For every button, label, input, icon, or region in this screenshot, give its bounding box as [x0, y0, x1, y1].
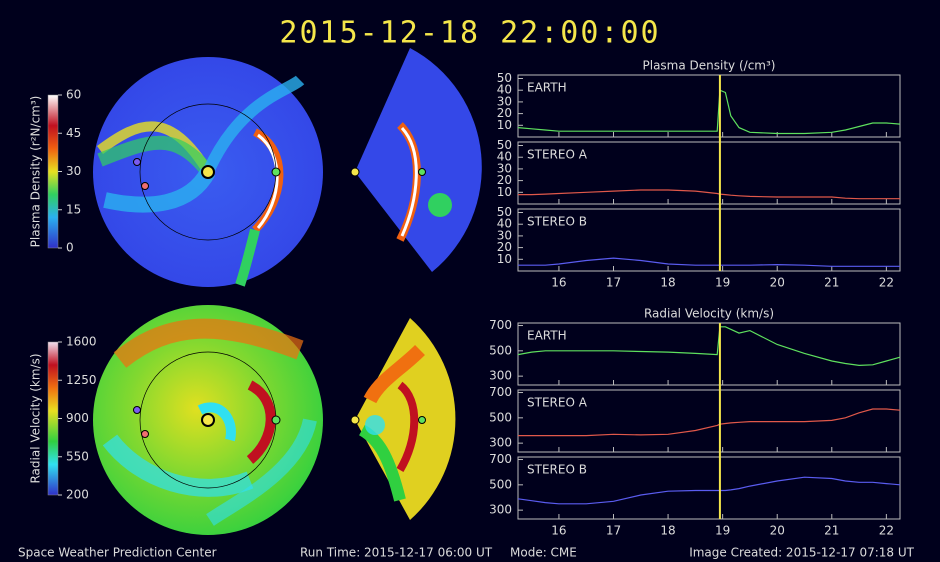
- y-tick-label: 700: [489, 318, 512, 332]
- series-name: STEREO B: [527, 215, 587, 229]
- y-tick-label: 10: [497, 118, 512, 132]
- y-tick-label: 50: [497, 205, 512, 219]
- y-tick-label: 10: [497, 185, 512, 199]
- y-tick-label: 50: [497, 71, 512, 85]
- y-tick-label: 50: [497, 138, 512, 152]
- y-tick-label: 30: [497, 94, 512, 108]
- x-tick-label: 21: [824, 276, 839, 290]
- y-tick-label: 30: [497, 228, 512, 242]
- colorbar-label: Radial Velocity (km/s): [29, 353, 43, 483]
- panel: [517, 208, 901, 272]
- series-name: EARTH: [527, 329, 567, 343]
- x-tick-label: 16: [551, 276, 566, 290]
- x-tick-label: 17: [606, 276, 621, 290]
- series-name: STEREO B: [527, 463, 587, 477]
- y-tick-label: 40: [497, 83, 512, 97]
- x-tick-label: 21: [824, 524, 839, 538]
- density-map: [93, 57, 323, 287]
- y-tick-label: 500: [489, 477, 512, 491]
- footer-mode: Mode: CME: [510, 546, 577, 560]
- colorbar-tick-label: 900: [66, 411, 89, 425]
- colorbar-label: Plasma Density (r²N/cm³): [29, 96, 43, 248]
- colorbar: [47, 341, 59, 496]
- colorbar-tick-label: 1250: [66, 373, 97, 387]
- colorbar-tick-label: 60: [66, 88, 81, 102]
- title: 2015-12-18 22:00:00: [279, 16, 660, 51]
- series-line: [517, 326, 901, 367]
- colorbar: [47, 94, 59, 249]
- y-tick-label: 700: [489, 452, 512, 466]
- series-line: [518, 257, 900, 267]
- chart-title: Plasma Density (/cm³): [643, 59, 776, 73]
- colorbar-tick-label: 30: [66, 164, 81, 178]
- panel: [517, 141, 901, 205]
- panel: [517, 389, 901, 453]
- x-tick-label: 20: [770, 276, 785, 290]
- x-tick-label: 16: [551, 524, 566, 538]
- y-tick-label: 20: [497, 240, 512, 254]
- x-tick-label: 19: [715, 276, 730, 290]
- series-line: [518, 189, 900, 200]
- x-tick-label: 22: [879, 276, 894, 290]
- footer-org: Space Weather Prediction Center: [18, 546, 217, 560]
- x-tick-label: 19: [715, 524, 730, 538]
- panel: [517, 456, 901, 520]
- x-tick-label: 18: [660, 276, 675, 290]
- colorbar-tick-label: 550: [66, 449, 89, 463]
- colorbar-tick-label: 15: [66, 202, 81, 216]
- footer-run-time: Run Time: 2015-12-17 06:00 UT: [300, 546, 493, 560]
- colorbar-tick-label: 200: [66, 488, 89, 502]
- series-name: STEREO A: [527, 396, 588, 410]
- series-name: EARTH: [527, 81, 567, 95]
- y-tick-label: 10: [497, 252, 512, 266]
- y-tick-label: 30: [497, 161, 512, 175]
- panel: [517, 74, 901, 138]
- x-tick-label: 17: [606, 524, 621, 538]
- y-tick-label: 20: [497, 106, 512, 120]
- y-tick-label: 300: [489, 369, 512, 383]
- x-tick-label: 22: [879, 524, 894, 538]
- y-tick-label: 500: [489, 410, 512, 424]
- y-tick-label: 700: [489, 385, 512, 399]
- colorbar-tick-label: 45: [66, 126, 81, 140]
- colorbar-tick-label: 1600: [66, 335, 97, 349]
- y-tick-label: 20: [497, 173, 512, 187]
- y-tick-label: 40: [497, 150, 512, 164]
- y-tick-label: 300: [489, 436, 512, 450]
- footer-created: Image Created: 2015-12-17 07:18 UT: [689, 546, 914, 560]
- x-tick-label: 20: [770, 524, 785, 538]
- series-line: [518, 408, 901, 437]
- series-line: [517, 89, 901, 135]
- velocity-wedge: [350, 318, 456, 520]
- velocity-map: [93, 305, 323, 535]
- y-tick-label: 300: [489, 503, 512, 517]
- y-tick-label: 500: [489, 343, 512, 357]
- series-name: STEREO A: [527, 148, 588, 162]
- y-tick-label: 40: [497, 217, 512, 231]
- colorbar-tick-label: 0: [66, 241, 74, 255]
- density-wedge: [350, 48, 482, 272]
- chart-title: Radial Velocity (km/s): [644, 307, 774, 321]
- x-tick-label: 18: [660, 524, 675, 538]
- series-line: [517, 476, 901, 505]
